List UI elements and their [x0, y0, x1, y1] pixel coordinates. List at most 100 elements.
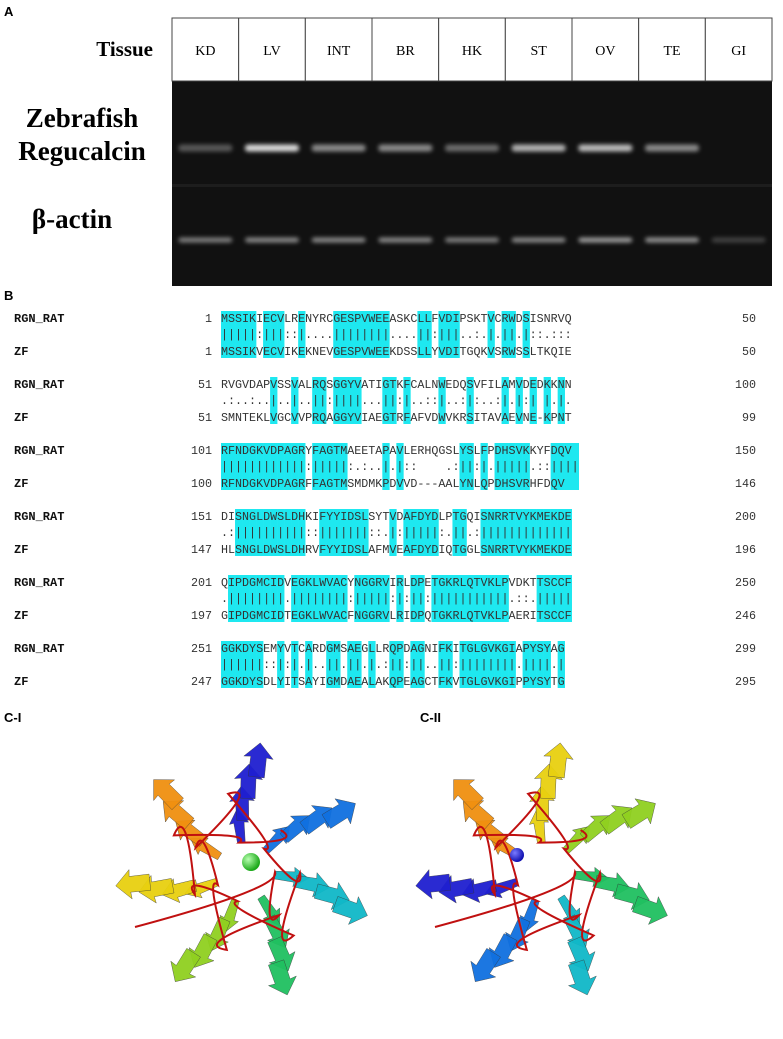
sequence-name: ZF [14, 609, 28, 623]
identity-highlight [529, 377, 537, 424]
identity-highlight [291, 641, 299, 688]
identity-highlight [347, 377, 355, 424]
identity-highlight [480, 509, 488, 556]
sequence: GGKDYSEMYVTCARDGMSAEGLLRQPDAGNIFKITGLGVK… [221, 642, 565, 656]
identity-highlight [333, 443, 341, 490]
gel-band [445, 237, 499, 243]
identity-highlight [249, 311, 257, 358]
identity-highlight [508, 641, 516, 688]
loop [434, 791, 602, 952]
sequence-name: RGN_RAT [14, 444, 64, 458]
identity-highlight [515, 377, 523, 424]
gel-band [511, 144, 566, 152]
identity-highlight [347, 509, 355, 556]
lane-header [704, 17, 773, 82]
ion [242, 853, 260, 871]
identity-highlight [501, 311, 509, 358]
end-position: 146 [735, 477, 756, 491]
tissue-label: BR [396, 44, 415, 59]
identity-highlight [557, 443, 565, 490]
identity-highlight [494, 575, 502, 622]
sequence-name: ZF [14, 675, 28, 689]
identity-highlight [333, 311, 341, 358]
identity-highlight [438, 377, 446, 424]
protein-structure [115, 742, 368, 996]
gel-band [378, 144, 433, 152]
identity-highlight [319, 575, 327, 622]
identity-highlight [249, 641, 257, 688]
identity-highlight [466, 377, 474, 424]
beta-strand [415, 869, 451, 900]
identity-highlight [347, 641, 355, 688]
gel-band [245, 144, 299, 152]
identity-highlight [298, 311, 306, 358]
identity-highlight [410, 509, 418, 556]
lane-header [638, 17, 706, 82]
identity-highlight [333, 509, 341, 556]
identity-highlight [291, 575, 299, 622]
end-position: 299 [735, 642, 756, 656]
identity-highlight [256, 641, 264, 688]
identity-highlight [354, 641, 362, 688]
tissue-label: INT [327, 44, 351, 59]
identity-highlight [529, 509, 537, 556]
identity-highlight [536, 509, 544, 556]
identity-highlight [284, 443, 292, 490]
start-position: 101 [191, 444, 212, 458]
beta-strand [243, 742, 274, 779]
identity-highlight [270, 575, 278, 622]
identity-highlight [410, 641, 418, 688]
end-position: 250 [735, 576, 756, 590]
match-line: .:..:..|..|..||:||||...||:|..::|..:|:..:… [221, 394, 572, 408]
alignment-text: RGN_RAT 1 MSSIKIECVLRENYRCGESPVWEEASKCLLFV… [14, 312, 756, 689]
identity-highlight [242, 509, 250, 556]
identity-highlight [445, 575, 453, 622]
identity-highlight [284, 509, 292, 556]
sequence: GIPDGMCIDTEGKLWVACFNGGRVLRIDPQTGKRLQTVKL… [221, 609, 572, 623]
sequence: RFNDGKVDPAGRFFAGTMSMDMKPDVVD---AALYNLQPD… [221, 477, 565, 491]
identity-highlight [550, 443, 558, 490]
sequence: RFNDGKVDPAGRYFAGTMAEETAPAVLERHQGSLYSLFPD… [221, 444, 572, 458]
identity-highlight [501, 509, 509, 556]
identity-highlight [452, 575, 460, 622]
identity-highlight [221, 311, 229, 358]
start-position: 201 [191, 576, 212, 590]
sequence-name: ZF [14, 345, 28, 359]
identity-highlight [340, 443, 348, 490]
sequence-name: ZF [14, 543, 28, 557]
start-position: 247 [191, 675, 212, 689]
identity-highlight [410, 575, 418, 622]
identity-highlight [326, 575, 334, 622]
start-position: 1 [205, 345, 212, 359]
match-line: .:||||||||||::|||||||::.|:|||||:.||.:|||… [221, 526, 572, 540]
identity-highlight [543, 377, 551, 424]
identity-highlight [228, 311, 236, 358]
beta-strand [543, 742, 574, 779]
sequence-name: RGN_RAT [14, 576, 64, 590]
identity-highlight [459, 641, 467, 688]
identity-highlight [242, 311, 250, 358]
identity-highlight [354, 377, 362, 424]
identity-highlight [228, 575, 236, 622]
identity-highlight [522, 443, 530, 490]
identity-highlight [270, 311, 278, 358]
beta-strand [632, 896, 668, 925]
identity-highlight [333, 377, 341, 424]
identity-highlight [529, 641, 537, 688]
identity-highlight [291, 443, 299, 490]
end-position: 100 [735, 378, 756, 392]
sequence-name: RGN_RAT [14, 642, 64, 656]
sequence-name: ZF [14, 477, 28, 491]
identity-highlight [459, 509, 467, 556]
row-label: β-actin [32, 204, 112, 234]
lane-header [504, 17, 573, 82]
identity-highlight [508, 509, 516, 556]
identity-highlight [522, 509, 530, 556]
identity-highlight [557, 377, 565, 424]
identity-highlight [298, 575, 306, 622]
identity-highlight [515, 443, 523, 490]
identity-highlight [277, 311, 285, 358]
identity-highlight [256, 575, 264, 622]
header-label: Tissue [96, 37, 153, 61]
identity-highlight [466, 641, 474, 688]
